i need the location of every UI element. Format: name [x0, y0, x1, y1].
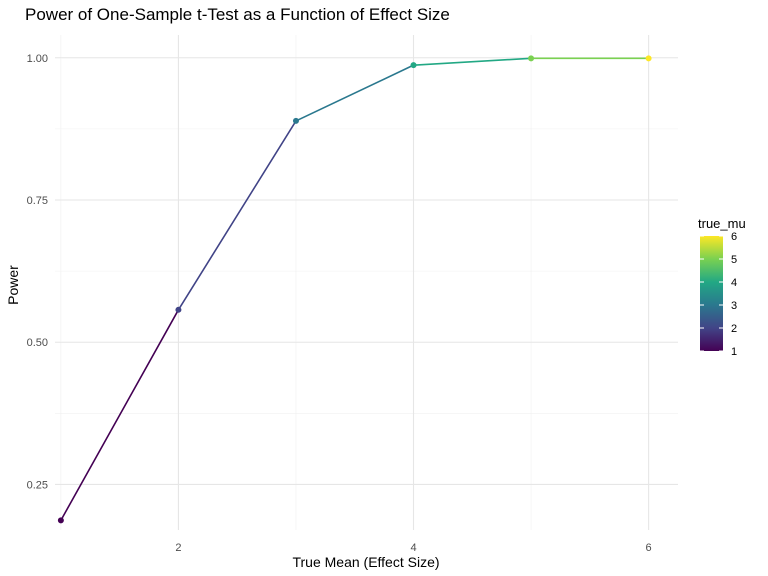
- line-segment: [295, 64, 415, 122]
- legend: true_mu 1 2 3 4 5 6: [698, 216, 746, 358]
- line-segment: [60, 309, 180, 522]
- legend-colorbar: [700, 236, 723, 351]
- legend-tick-label: 3: [731, 300, 737, 312]
- y-axis-title: Power: [5, 265, 21, 305]
- data-point: [645, 55, 652, 62]
- y-tick-label: 1.00: [27, 53, 48, 65]
- x-axis-title: True Mean (Effect Size): [292, 554, 439, 570]
- grid-major: [55, 35, 678, 530]
- legend-title: true_mu: [698, 216, 746, 231]
- legend-tick-label: 5: [731, 254, 737, 266]
- y-tick-label: 0.25: [27, 479, 48, 491]
- legend-tick-label: 1: [731, 346, 737, 358]
- data-point: [410, 62, 417, 69]
- y-tick-labels: 0.25 0.50 0.75 1.00: [27, 53, 48, 492]
- series-points: [57, 55, 652, 524]
- legend-tick-label: 6: [731, 231, 737, 243]
- legend-tick-label: 4: [731, 277, 737, 289]
- series-lines: [60, 57, 650, 522]
- data-point: [57, 517, 64, 524]
- line-segment: [177, 120, 297, 311]
- grid-minor: [55, 35, 678, 530]
- x-tick-label: 4: [410, 542, 416, 554]
- legend-ticks: 1 2 3 4 5 6: [700, 231, 737, 358]
- y-tick-label: 0.75: [27, 195, 48, 207]
- x-tick-label: 6: [646, 542, 652, 554]
- data-point: [528, 55, 535, 62]
- data-point: [175, 306, 182, 313]
- y-tick-label: 0.50: [27, 337, 48, 349]
- line-segment: [412, 57, 532, 66]
- legend-tick-label: 2: [731, 323, 737, 335]
- x-tick-label: 2: [175, 542, 181, 554]
- chart-title: Power of One-Sample t-Test as a Function…: [25, 5, 450, 24]
- x-tick-labels: 2 4 6: [175, 542, 651, 554]
- data-point: [292, 117, 299, 124]
